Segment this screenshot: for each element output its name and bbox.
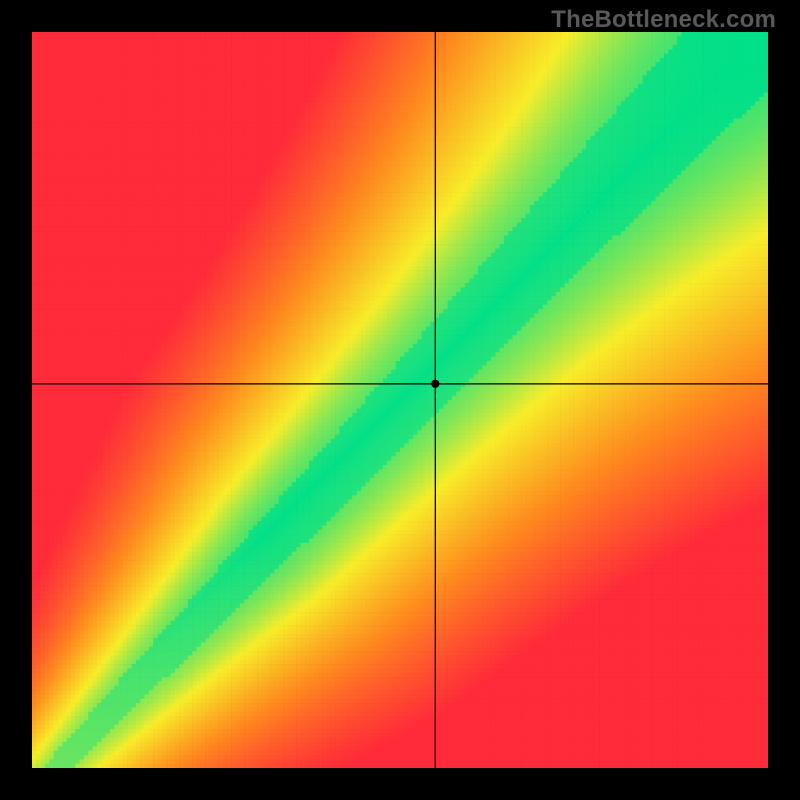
bottleneck-heatmap bbox=[32, 32, 768, 768]
chart-frame: TheBottleneck.com bbox=[0, 0, 800, 800]
watermark-label: TheBottleneck.com bbox=[551, 6, 776, 34]
